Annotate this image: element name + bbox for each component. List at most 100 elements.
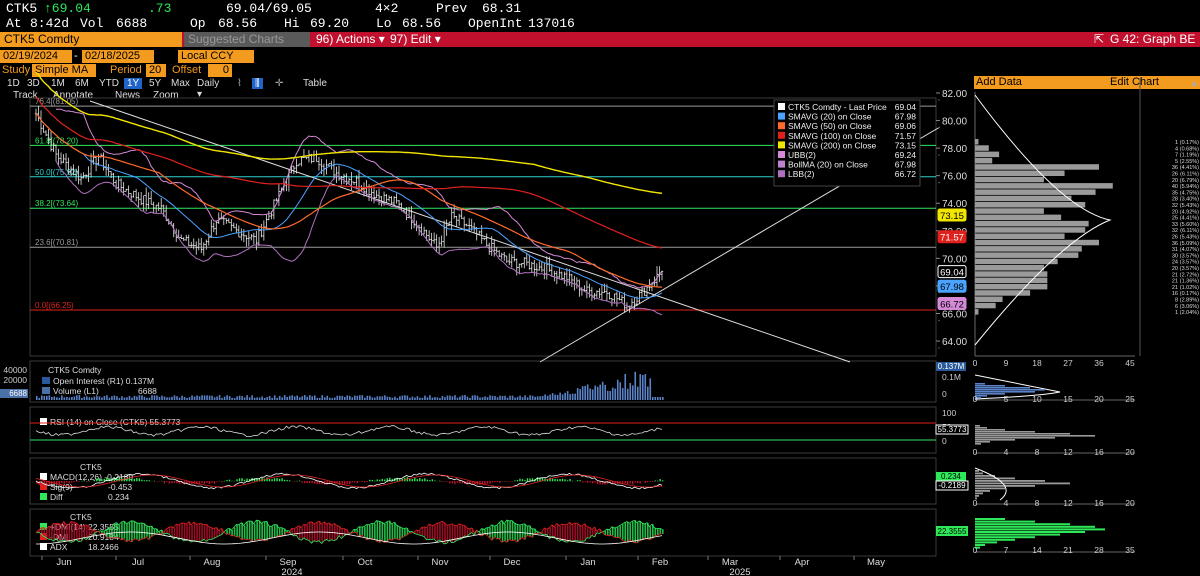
macd-hist-bar: [504, 481, 506, 482]
table-button[interactable]: Table: [303, 78, 327, 89]
plus-dmi-legend-value: 22.3555: [88, 522, 119, 532]
currency-select[interactable]: Local CCY: [178, 50, 254, 63]
range-1m[interactable]: 1M: [51, 78, 65, 89]
dmi-fill-bar: [396, 525, 399, 539]
volume-bar: [121, 396, 123, 400]
bar-chart-icon[interactable]: ⫼: [252, 78, 263, 89]
range-max[interactable]: Max: [171, 78, 190, 89]
macd-hist-bar: [629, 481, 631, 484]
actions-menu[interactable]: 96) Actions ▾: [316, 32, 385, 46]
dmi-fill-bar: [216, 527, 218, 538]
volume-bar: [151, 395, 153, 400]
macd-hist-bar: [586, 481, 589, 483]
news-button[interactable]: News: [115, 90, 141, 101]
dmi-fill-bar: [121, 522, 123, 540]
macd-hist-bar: [576, 480, 579, 482]
volume-bar: [529, 395, 531, 400]
profile-pct: (2.89%): [1180, 298, 1199, 304]
security-field[interactable]: CTK5 Comdty: [0, 32, 182, 47]
volume-bar: [301, 396, 304, 400]
vol-profile-axis: 5: [1004, 394, 1009, 404]
macd-hist-bar: [108, 478, 111, 482]
add-data-button[interactable]: Add Data: [976, 76, 1022, 88]
volume-bar: [491, 395, 494, 400]
macd-hist-bar: [662, 480, 664, 482]
range-3d[interactable]: 3D: [27, 78, 40, 89]
edit-chart-button[interactable]: Edit Chart: [1110, 76, 1159, 88]
dmi-fill-bar: [626, 521, 629, 543]
profile-count: 1: [1175, 310, 1178, 316]
annotate-button[interactable]: Annotate: [53, 90, 94, 101]
edit-menu[interactable]: 97) Edit ▾: [390, 32, 441, 46]
dmi-fill-bar: [414, 531, 416, 534]
dmi-fill-bar: [419, 530, 421, 535]
profile-bar: [975, 277, 1048, 284]
panel-border: [29, 360, 937, 403]
frequency-select[interactable]: Daily ▾: [197, 78, 220, 100]
start-date-input[interactable]: 02/19/2024: [0, 50, 72, 63]
macd-hist-bar: [153, 480, 156, 482]
macd-hist-bar: [36, 481, 38, 484]
volume-bar: [143, 396, 146, 400]
x-axis-year: 2025: [729, 567, 750, 576]
dmi-fill-bar: [606, 529, 609, 536]
dmi-fill-bar: [436, 523, 439, 542]
dmi-fill-bar: [434, 525, 436, 539]
macd-hist-bar: [303, 481, 306, 484]
macd-hist-bar: [311, 481, 313, 484]
volume-bar: [118, 397, 121, 400]
dmi-fill-bar: [361, 527, 364, 536]
dmi-fill-bar: [559, 525, 561, 542]
range-1d[interactable]: 1D: [7, 78, 20, 89]
x-axis-year: 2024: [281, 567, 302, 576]
volume-bar: [521, 397, 524, 400]
dmi-fill-bar: [51, 526, 53, 540]
dmi-fill-bar: [323, 521, 326, 541]
volume-bar: [166, 397, 168, 400]
volume-bar: [156, 395, 158, 400]
dmi-fill-bar: [566, 524, 569, 543]
macd-hist-bar: [369, 479, 371, 482]
end-date-input[interactable]: 02/18/2025: [82, 50, 154, 63]
x-axis-month: Dec: [504, 557, 521, 568]
dmi-fill-bar: [534, 528, 536, 534]
profile-count: 40: [1172, 184, 1178, 190]
zoom-button[interactable]: Zoom: [153, 90, 179, 101]
popout-icon[interactable]: ⇱: [1094, 32, 1105, 46]
settings-icon[interactable]: ✛: [275, 78, 284, 89]
rsi-profile-axis: 4: [1004, 447, 1009, 457]
legend-series-name: SMAVG (50) on Close: [788, 121, 872, 131]
rsi-axis-label: 0: [942, 436, 947, 446]
macd-hist-bar: [283, 479, 286, 482]
macd-hist-bar: [529, 478, 531, 482]
period-input[interactable]: 20: [146, 64, 166, 77]
range-5y[interactable]: 5Y: [149, 78, 162, 89]
volume-bar: [343, 396, 346, 400]
range-ytd[interactable]: YTD: [99, 78, 119, 89]
dmi-profile-bar: [975, 520, 1035, 523]
volume-bar: [161, 395, 163, 400]
macd-hist-bar: [191, 481, 193, 485]
profile-count: 5: [1175, 159, 1178, 165]
add-data-bar: [974, 76, 1200, 89]
macd-hist-bar: [188, 481, 191, 485]
macd-hist-bar: [316, 481, 318, 485]
dmi-fill-bar: [616, 527, 619, 538]
legend-swatch: [778, 151, 785, 158]
x-axis-month: Feb: [652, 557, 668, 568]
macd-hist-bar: [196, 481, 198, 485]
legend-series-name: SMAVG (20) on Close: [788, 112, 872, 122]
macd-profile-bar: [975, 497, 977, 500]
range-6m[interactable]: 6M: [75, 78, 89, 89]
suggested-charts-button[interactable]: Suggested Charts: [184, 32, 310, 47]
dmi-fill-bar: [58, 523, 61, 542]
dmi-fill-bar: [76, 522, 78, 540]
track-button[interactable]: Track: [13, 90, 38, 101]
dmi-fill-bar: [506, 520, 509, 543]
volume-bar: [396, 397, 399, 400]
offset-input[interactable]: 0: [208, 64, 232, 77]
range-1y[interactable]: 1Y: [124, 78, 143, 89]
volume-bar: [496, 397, 499, 400]
line-chart-icon[interactable]: ⌇: [237, 78, 242, 89]
study-select[interactable]: Simple MA: [32, 64, 96, 77]
